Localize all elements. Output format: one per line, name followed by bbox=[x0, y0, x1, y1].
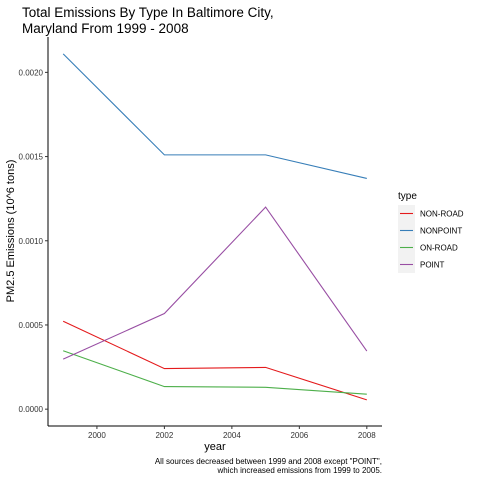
x-tick-label: 2004 bbox=[223, 431, 241, 440]
x-tick-label: 2000 bbox=[88, 431, 106, 440]
y-tick-label: 0.0010 bbox=[19, 237, 44, 246]
caption-line-2: which increased emissions from 1999 to 2… bbox=[216, 466, 382, 475]
y-axis-label: PM2.5 Emissions (10^6 tons) bbox=[5, 160, 17, 303]
chart-title-line-1: Total Emissions By Type In Baltimore Cit… bbox=[22, 5, 274, 20]
legend: type NON-ROAD NONPOINT ON-ROAD POINT bbox=[398, 191, 464, 273]
x-tick-label: 2006 bbox=[290, 431, 308, 440]
legend-label-point: POINT bbox=[420, 261, 445, 270]
x-axis-ticks: 2000 2002 2004 2006 2008 bbox=[88, 426, 376, 440]
series-line-point bbox=[62, 206, 368, 360]
legend-title: type bbox=[398, 191, 417, 202]
y-tick-label: 0.0005 bbox=[19, 321, 44, 330]
series-line-nonpoint bbox=[62, 53, 367, 179]
caption-line-1: All sources decreased between 1999 and 2… bbox=[155, 457, 382, 466]
x-tick-label: 2008 bbox=[358, 431, 376, 440]
y-axis-ticks: 0.0000 0.0005 0.0010 0.0015 0.0020 bbox=[19, 68, 48, 414]
legend-label-nonpoint: NONPOINT bbox=[420, 227, 462, 236]
plot-area bbox=[62, 53, 368, 401]
series-line-on-road bbox=[62, 350, 367, 395]
legend-label-non-road: NON-ROAD bbox=[420, 210, 464, 219]
legend-label-on-road: ON-ROAD bbox=[420, 244, 458, 253]
y-tick-label: 0.0000 bbox=[19, 405, 44, 414]
chart-title-line-2: Maryland From 1999 - 2008 bbox=[22, 21, 189, 36]
x-axis-label: year bbox=[204, 441, 226, 453]
y-tick-label: 0.0020 bbox=[19, 68, 44, 77]
y-tick-label: 0.0015 bbox=[19, 153, 44, 162]
x-tick-label: 2002 bbox=[155, 431, 173, 440]
series-line-non-road bbox=[62, 320, 367, 401]
